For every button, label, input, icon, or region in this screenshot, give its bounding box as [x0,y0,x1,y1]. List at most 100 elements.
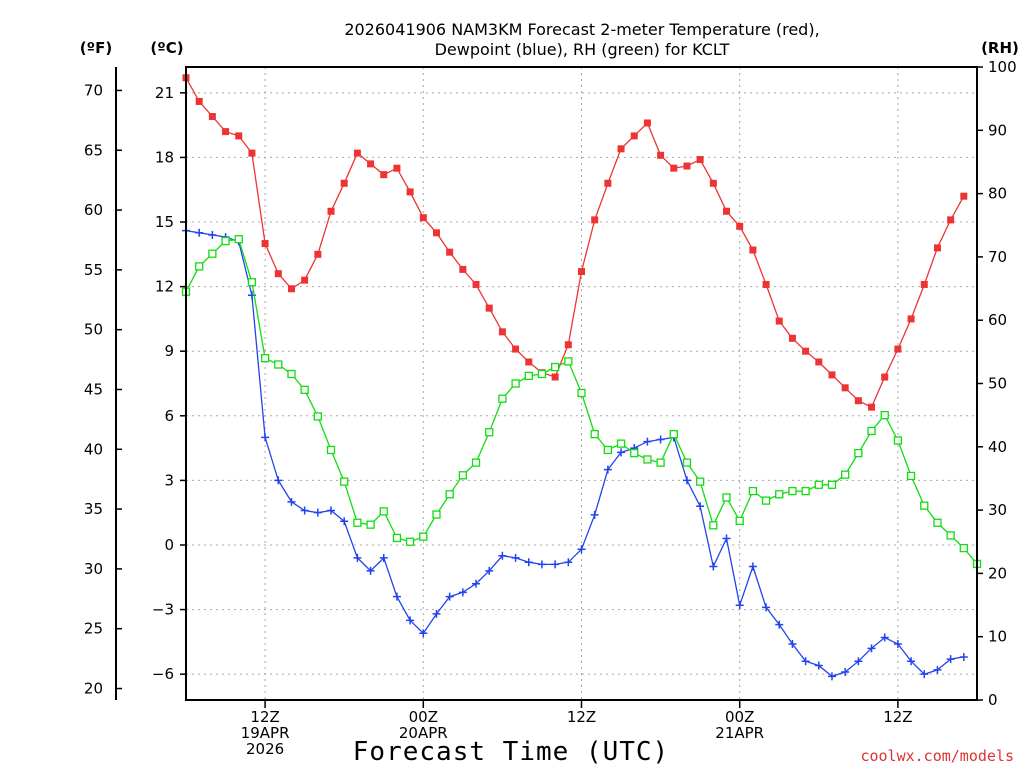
fahrenheit-tick-label: 70 [84,81,103,99]
2-meter-temperature-point [274,270,282,278]
fahrenheit-tick-label: 35 [84,500,103,518]
dewpoint-point [313,508,322,517]
2-meter-temperature-point [287,285,295,293]
2-meter-temperature-point [367,160,375,168]
2-meter-temperature-point [683,162,691,170]
fahrenheit-axis: 20 25 30 35 40 45 50 55 60 65 70 [84,67,122,700]
dewpoint-point [722,534,731,543]
2-meter-temperature-point [802,347,810,355]
dewpoint-point [406,616,415,625]
2-meter-temperature-point [670,164,678,172]
rh-point [326,445,336,455]
2-meter-temperature-point [868,403,876,411]
x-axis-title: Forecast Time (UTC) [353,737,669,767]
rh-tick-label: 80 [988,185,1007,203]
rh-point [313,412,322,421]
2-meter-temperature-point [723,207,731,215]
fahrenheit-tick-label: 50 [84,321,103,339]
rh-point [445,490,454,499]
rh-point [643,455,652,464]
time-tick-label: 00Z [409,708,438,726]
dewpoint-point [827,672,836,681]
rh-tick-label: 0 [988,691,998,709]
dewpoint-point [472,579,481,588]
2-meter-temperature-point [419,214,427,222]
rh-point [287,369,296,379]
time-tick-label: 00Z [725,708,754,726]
rh-point [801,486,810,496]
credit-text: coolwx.com/models [860,747,1014,765]
rh-axis: 0 10 20 30 40 50 60 70 80 90 100 [977,58,1017,709]
rh-point [906,471,916,481]
fahrenheit-tick-label: 40 [84,440,103,458]
dewpoint-point [682,476,691,485]
fahrenheit-tick-label: 30 [84,560,103,578]
rh-point [880,410,889,420]
chart-title-line-2: Dewpoint (blue), RH (green) for KCLT [435,40,730,59]
fahrenheit-tick-label: 25 [84,620,103,638]
dewpoint-point [353,553,362,562]
rh-point [260,354,270,363]
dewpoint-point [933,665,942,674]
dewpoint-point [907,657,916,666]
2-meter-temperature-point [578,268,585,276]
dewpoint-point [788,640,797,649]
gridlines [186,67,977,700]
2-meter-temperature-point [446,248,454,256]
rh-point [735,516,744,526]
celsius-tick-label: 6 [164,407,174,425]
2-meter-temperature-point [498,328,506,336]
dewpoint-point [564,558,573,567]
dewpoint-point [920,670,929,679]
dewpoint-point [656,435,665,444]
rh-point [485,428,494,437]
2-meter-temperature-point [564,341,572,349]
celsius-tick-label: −3 [152,601,174,619]
rh-point [841,470,850,479]
rh-point [775,490,784,499]
celsius-unit-label: (ºC) [150,39,183,57]
rh-tick-label: 30 [988,501,1007,519]
rh-point [537,369,547,379]
dewpoint-point [577,545,586,554]
rh-tick-label: 70 [988,248,1007,266]
rh-point [471,458,481,467]
rh-point [933,518,942,527]
2-meter-temperature-point [815,358,823,366]
rh-point [590,429,599,439]
2-meter-temperature-point [643,119,651,127]
rh-point [630,448,639,458]
rh-tick-label: 60 [988,311,1007,329]
2-meter-temperature-point [604,179,612,187]
2-meter-temperature-point [591,216,599,224]
celsius-tick-label: 18 [155,148,174,166]
2-meter-temperature-point [841,384,849,392]
rh-point [300,385,309,394]
dewpoint-point [379,553,388,562]
dewpoint-point [735,601,744,610]
dewpoint-point [498,551,507,560]
rh-point [405,537,415,546]
fahrenheit-tick-label: 60 [84,201,103,219]
2-meter-temperature-point [525,358,533,366]
dewpoint-point [867,644,876,653]
2-meter-temperature-point [775,317,783,325]
2-meter-temperature-point [854,397,862,405]
2-meter-temperature-point [248,149,256,157]
rh-point [920,501,929,510]
2-meter-temperature-point [617,145,625,153]
rh-point [247,278,257,287]
rh-point [814,480,823,489]
rh-point [722,493,731,502]
time-tick-label: 2026 [246,740,284,758]
dewpoint-point [841,668,850,677]
2-meter-temperature-point [195,97,203,105]
rh-point [616,439,626,448]
dewpoint-point [959,652,968,661]
dewpoint-point [617,448,626,457]
rh-point [827,480,837,489]
time-tick-label: 12Z [883,708,912,726]
dewpoint-point [854,657,863,666]
